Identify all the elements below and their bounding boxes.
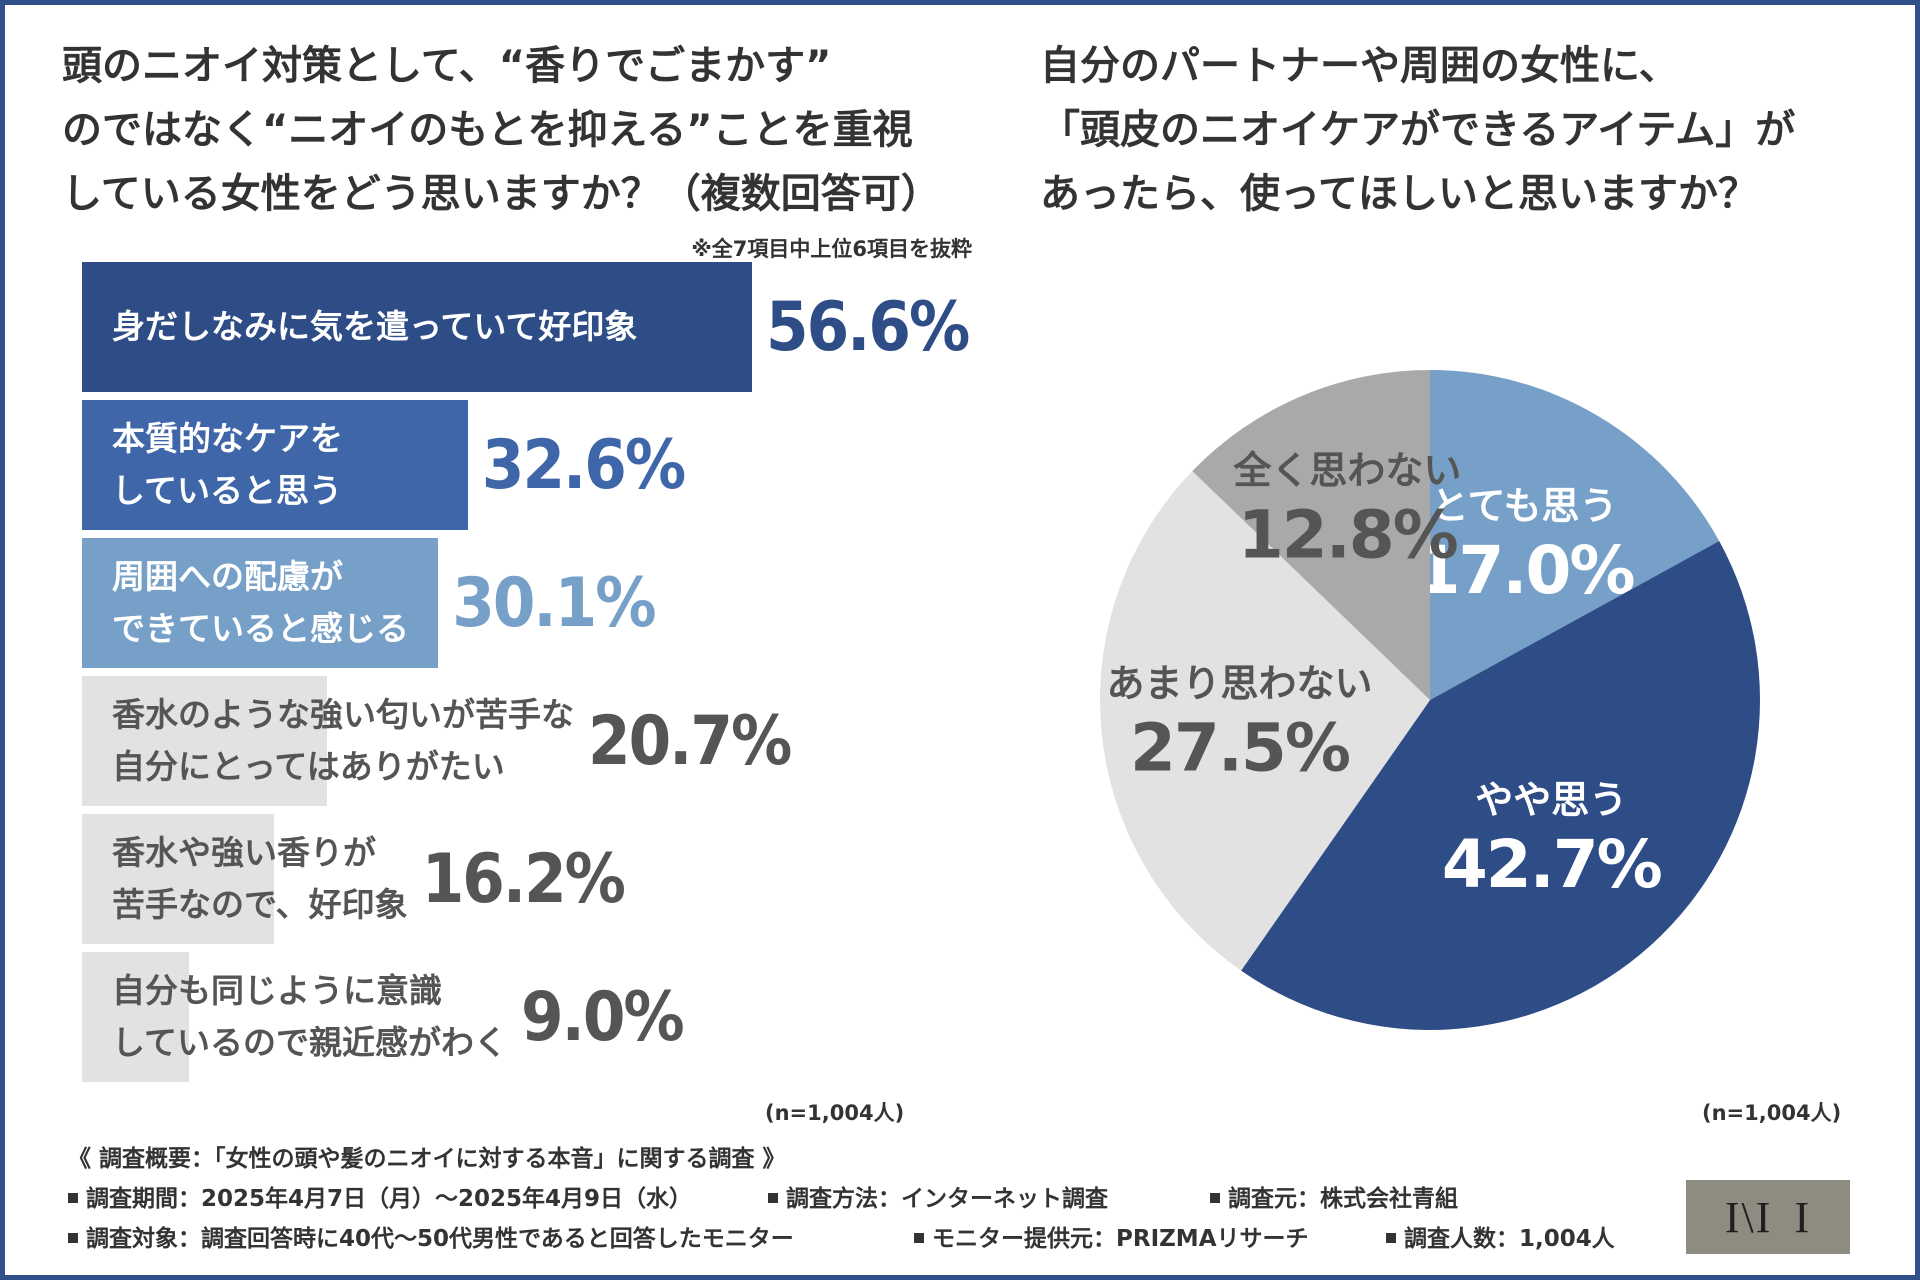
bar-value-label: 32.6%: [481, 425, 686, 505]
bar-category-line: していると思う: [112, 471, 343, 510]
bar-value-label: 20.7%: [588, 701, 792, 781]
bar-category-line: 身だしなみに気を遣っていて好印象: [112, 307, 638, 346]
pie-slice-label: あまり思わない: [1106, 662, 1372, 706]
bar-category-line: 自分にとってはありがたい: [112, 747, 505, 786]
bar-category-line: 香水や強い香りが: [112, 833, 376, 872]
bar: [82, 952, 189, 1082]
bar-value-label: 30.1%: [452, 563, 656, 643]
pie-slice: [1100, 471, 1430, 971]
pie-slice: [1241, 541, 1760, 1030]
bar-category-label: 香水のような強い匂いが苦手な 自分にとってはありがたい: [112, 676, 574, 806]
bar: [82, 538, 439, 668]
pie-slice: [1192, 370, 1430, 700]
bar-row: 周囲への配慮ができていると感じる 30.1%: [82, 538, 962, 668]
bar-value-label: 9.0%: [521, 977, 685, 1057]
survey-period: 調査期間：2025年4月7日（月）～2025年4月9日（水）: [68, 1182, 692, 1216]
bar-row: 本質的なケアを していると思う 32.6%: [82, 400, 962, 530]
pie-chart-sample-size: (n=1,004人): [1702, 1101, 1842, 1125]
pie-slice-label: とても思う: [1431, 484, 1618, 528]
bar-chart-title: 頭のニオイ対策として、“香りでごまかす” のではなく“ニオイのもとを抑える”こと…: [62, 34, 992, 226]
bar-category-line: 苦手なので、好印象: [112, 885, 408, 924]
survey-row-1: 調査期間：2025年4月7日（月）～2025年4月9日（水） 調査方法：インター…: [68, 1182, 1668, 1216]
pie-chart-title: 自分のパートナーや周囲の女性に、 「頭皮のニオイケアができるアイテム」が あった…: [1040, 34, 1900, 226]
bar-category-line: 自分も同じように意識: [112, 971, 442, 1010]
bar-category-label: 身だしなみに気を遣っていて好印象: [112, 262, 637, 392]
pie-chart-title-line: あったら、使ってほしいと思いますか？: [1040, 171, 1758, 217]
bar-category-line: しているので親近感がわく: [112, 1023, 508, 1062]
survey-heading: 《 調査概要：「女性の頭や髪のニオイに対する本音」に関する調査 》: [68, 1146, 786, 1172]
bar-value-label: 16.2%: [421, 839, 626, 919]
bar-chart-title-line: している女性をどう思いますか？（複数回答可）: [62, 171, 941, 217]
bar-category-label: 周囲への配慮ができていると感じる: [112, 538, 409, 668]
bar-chart-title-line: のではなく“ニオイのもとを抑える”ことを重視: [62, 107, 913, 153]
survey-method: 調査方法：インターネット調査: [768, 1182, 1108, 1216]
bar-value-label: 56.6%: [766, 287, 970, 367]
bar-chart-title-line: 頭のニオイ対策として、“香りでごまかす”: [62, 43, 832, 89]
survey-source: 調査元：株式会社青組: [1210, 1182, 1458, 1216]
bar-category-line: 香水のような強い匂いが苦手な: [112, 695, 574, 734]
bar-row: 身だしなみに気を遣っていて好印象 56.6%: [82, 262, 970, 392]
brand-logo: I\I I: [1686, 1180, 1850, 1254]
survey-row-2: 調査対象：調査回答時に40代～50代男性であると回答したモニター モニター提供元…: [68, 1222, 1668, 1256]
pie-slice: [1430, 370, 1720, 700]
bar-category-line: 本質的なケアを: [112, 419, 343, 458]
bar: [82, 814, 274, 944]
brand-logo-mark: I: [1794, 1192, 1812, 1242]
bar-chart: 身だしなみに気を遣っていて好印象 56.6% 本質的なケアを していると思う 32.6%…: [82, 262, 970, 1092]
pie-slice-value: 12.8%: [1238, 497, 1458, 574]
pie-slice-label: やや思う: [1475, 778, 1627, 822]
bar-row: 香水のような強い匂いが苦手な 自分にとってはありがたい 20.7%: [82, 676, 962, 806]
bar: [82, 400, 468, 530]
survey-target: 調査対象：調査回答時に40代～50代男性であると回答したモニター: [68, 1222, 794, 1256]
pie-slice-value: 17.0%: [1415, 532, 1635, 609]
bar-category-line: できていると感じる: [112, 609, 409, 648]
bar-row: 自分も同じように意識 しているので親近感がわく 9.0%: [82, 952, 962, 1082]
bar-category-label: 自分も同じように意識しているので親近感がわく: [112, 952, 507, 1082]
bar-category-label: 本質的なケアを していると思う: [112, 400, 343, 530]
bar-chart-sample-size: (n=1,004人): [765, 1101, 905, 1125]
bar-category-label: 香水や強い香りが 苦手なので、好印象: [112, 814, 408, 944]
survey-provider: モニター提供元：PRIZMAリサーチ: [914, 1222, 1309, 1256]
pie-slice-label: 全く思わない: [1232, 449, 1461, 493]
brand-logo-mark: I\I: [1724, 1192, 1773, 1242]
pie-slice-value: 27.5%: [1130, 710, 1350, 787]
pie-chart-title-line: 「頭皮のニオイケアができるアイテム」が: [1040, 107, 1796, 153]
bar-chart-note: ※全7項目中上位6項目を抜粋: [691, 237, 972, 261]
bar-category-line: 周囲への配慮が: [112, 557, 343, 596]
bar: [82, 262, 752, 392]
bar-row: 香水や強い香りが 苦手なので、好印象 16.2%: [82, 814, 962, 944]
bar: [82, 676, 328, 806]
pie-slice-value: 42.7%: [1442, 826, 1662, 903]
survey-count: 調査人数：1,004人: [1386, 1222, 1615, 1256]
pie-chart-title-line: 自分のパートナーや周囲の女性に、: [1040, 43, 1679, 89]
